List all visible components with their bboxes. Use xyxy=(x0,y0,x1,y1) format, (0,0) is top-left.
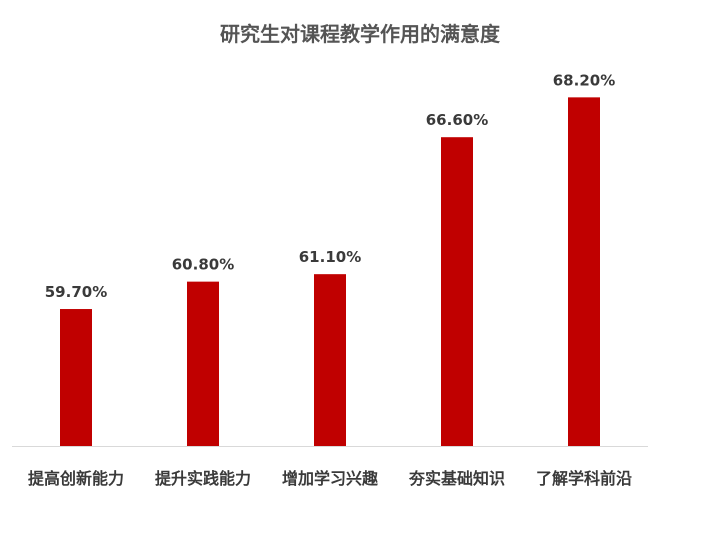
data-label: 61.10% xyxy=(299,248,361,266)
bar xyxy=(60,309,92,446)
data-label: 66.60% xyxy=(426,111,488,129)
x-tick-label: 夯实基础知识 xyxy=(408,469,505,488)
data-label: 60.80% xyxy=(172,256,234,274)
data-label: 59.70% xyxy=(45,283,107,301)
chart-title: 研究生对课程教学作用的满意度 xyxy=(220,22,500,46)
bar xyxy=(314,274,346,446)
data-label: 68.20% xyxy=(553,71,615,89)
x-tick-label: 提高创新能力 xyxy=(28,469,124,488)
x-tick-label: 了解学科前沿 xyxy=(536,469,632,488)
bar xyxy=(187,281,219,446)
bar xyxy=(568,97,600,447)
x-tick-label: 提升实践能力 xyxy=(155,469,251,488)
bar xyxy=(441,137,473,446)
x-tick-label: 增加学习兴趣 xyxy=(282,469,379,488)
